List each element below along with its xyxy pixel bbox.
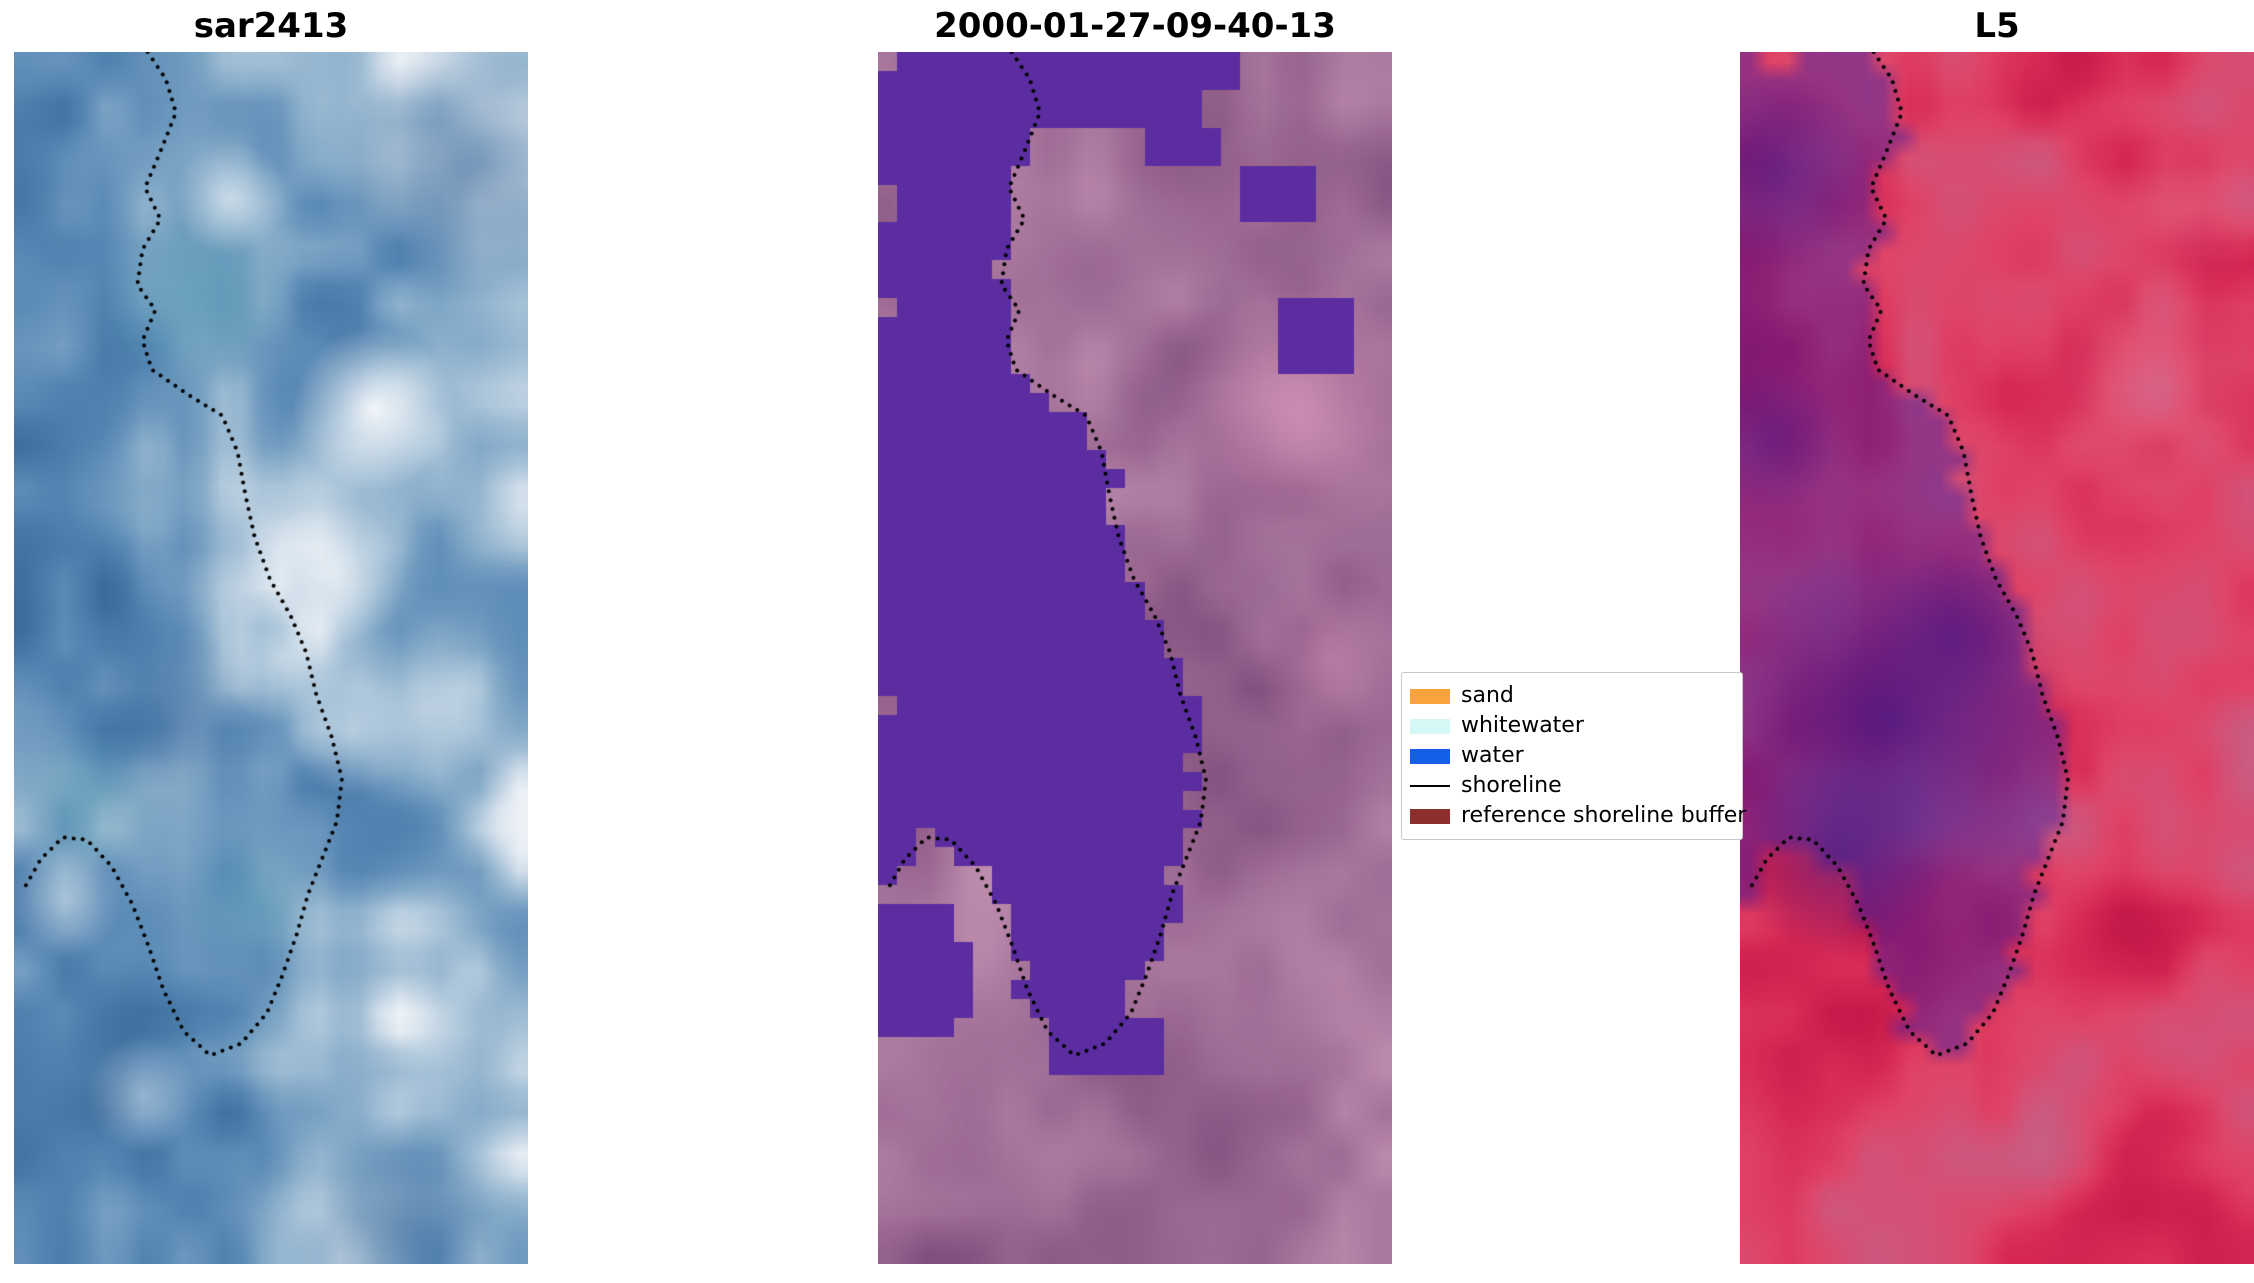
legend-entry-shoreline: shoreline [1410, 771, 1736, 801]
l5-image [1740, 52, 2254, 1264]
water-swatch [1410, 748, 1450, 764]
panel-title-classified: 2000-01-27-09-40-13 [934, 6, 1336, 46]
legend-entry-reference-buffer: reference shoreline buffer [1410, 801, 1746, 831]
sar-image [14, 52, 528, 1264]
legend-entry-sand: sand [1410, 681, 1736, 711]
legend-label-whitewater: whitewater [1461, 713, 1584, 738]
legend-label-water: water [1461, 743, 1524, 768]
legend-entry-water: water [1410, 741, 1736, 771]
legend: sand whitewater water shoreline referenc… [1401, 672, 1746, 840]
legend-label-shoreline: shoreline [1461, 773, 1562, 798]
classified-image [878, 52, 1392, 1264]
panel-title-l5: L5 [1974, 6, 2020, 46]
panel-l5: L5 [1740, 6, 2254, 1264]
legend-label-reference-buffer: reference shoreline buffer [1461, 803, 1747, 828]
reference-buffer-swatch [1410, 808, 1450, 824]
legend-label-sand: sand [1461, 683, 1514, 708]
whitewater-swatch [1410, 718, 1450, 734]
sand-swatch [1410, 688, 1450, 704]
panel-classified: 2000-01-27-09-40-13 [878, 6, 1392, 1264]
legend-entry-whitewater: whitewater [1410, 711, 1736, 741]
panel-sar: sar2413 [14, 6, 528, 1264]
shoreline-line-swatch [1410, 785, 1450, 787]
panel-title-sar: sar2413 [193, 6, 349, 46]
